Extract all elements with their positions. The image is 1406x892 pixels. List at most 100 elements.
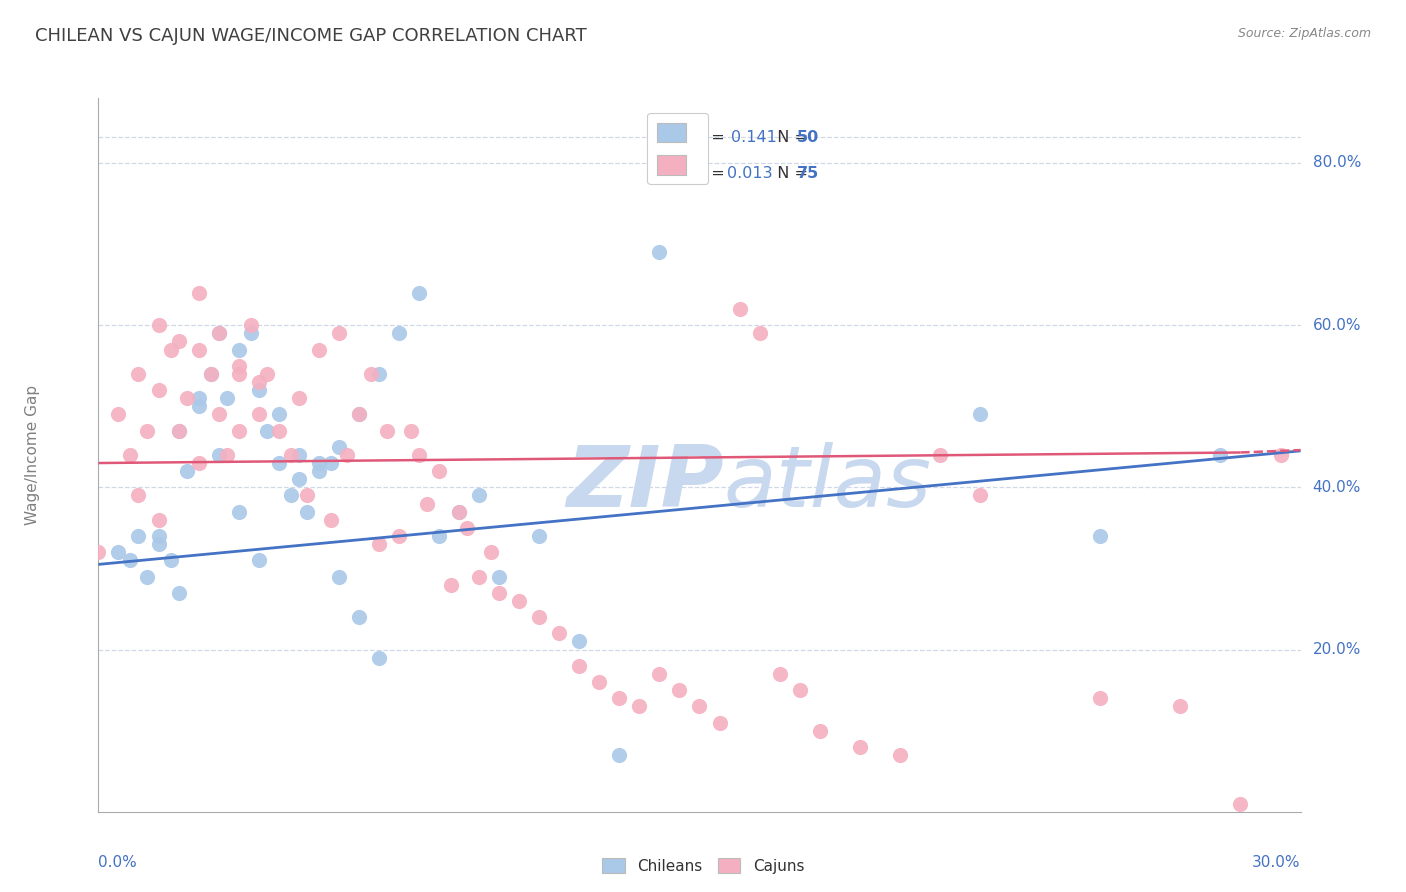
Point [347,408,370,422]
Point [648,666,671,681]
Text: R =: R = [695,130,735,145]
Point [135,569,157,583]
Text: 30.0%: 30.0% [1253,855,1301,870]
Point [416,497,439,511]
Point [468,569,491,583]
Point [479,545,502,559]
Text: R =: R = [695,166,730,180]
Point [548,626,571,640]
Point [889,747,911,762]
Point [239,318,262,333]
Text: Wage/Income Gap: Wage/Income Gap [25,384,39,525]
Point [399,424,422,438]
Point [167,424,190,438]
Point [215,391,238,405]
Point [508,594,530,608]
Point [319,456,342,470]
Point [668,683,690,698]
Point [215,448,238,462]
Point [247,375,270,389]
Text: 40.0%: 40.0% [1313,480,1361,495]
Point [789,683,811,698]
Point [200,367,222,381]
Point [360,367,382,381]
Text: 80.0%: 80.0% [1313,155,1361,170]
Point [200,367,222,381]
Text: Source: ZipAtlas.com: Source: ZipAtlas.com [1237,27,1371,40]
Point [628,699,651,714]
Point [256,424,278,438]
Point [328,440,350,454]
Point [280,448,302,462]
Point [969,488,991,502]
Point [267,408,290,422]
Point [148,513,170,527]
Text: atlas: atlas [724,442,932,525]
Point [648,245,671,260]
Point [107,545,129,559]
Point [728,301,751,316]
Point [447,505,470,519]
Point [267,424,290,438]
Point [328,569,350,583]
Point [849,739,872,754]
Point [288,448,311,462]
Point [427,464,450,478]
Point [208,326,231,341]
Point [167,586,190,600]
Text: 50: 50 [797,130,820,145]
Point [568,658,591,673]
Point [295,488,318,502]
Point [588,675,610,690]
Point [748,326,770,341]
Point [368,367,391,381]
Point [167,424,190,438]
Text: N =: N = [766,130,813,145]
Point [228,505,250,519]
Point [1170,699,1192,714]
Point [128,367,150,381]
Point [347,610,370,624]
Point [1088,529,1111,543]
Point [529,610,551,624]
Point [135,424,157,438]
Point [488,569,510,583]
Point [288,391,311,405]
Text: 0.013: 0.013 [727,166,773,180]
Point [159,553,181,567]
Point [247,383,270,397]
Text: 0.141: 0.141 [731,130,776,145]
Point [295,505,318,519]
Point [187,399,209,413]
Point [187,391,209,405]
Point [336,448,359,462]
Point [208,448,231,462]
Point [148,529,170,543]
Point [969,408,991,422]
Point [120,448,142,462]
Point [148,537,170,551]
Point [288,472,311,486]
Point [228,367,250,381]
Text: N =: N = [766,166,813,180]
Point [280,488,302,502]
Point [408,448,430,462]
Text: 20.0%: 20.0% [1313,642,1361,657]
Legend: , : , [647,113,709,184]
Point [368,650,391,665]
Point [468,488,491,502]
Point [529,529,551,543]
Point [440,577,463,591]
Point [609,691,631,706]
Text: CHILEAN VS CAJUN WAGE/INCOME GAP CORRELATION CHART: CHILEAN VS CAJUN WAGE/INCOME GAP CORRELA… [35,27,586,45]
Point [347,408,370,422]
Point [388,326,411,341]
Point [228,343,250,357]
Point [609,747,631,762]
Point [1229,797,1251,811]
Point [427,529,450,543]
Point [488,586,510,600]
Point [228,424,250,438]
Point [1088,691,1111,706]
Point [929,448,952,462]
